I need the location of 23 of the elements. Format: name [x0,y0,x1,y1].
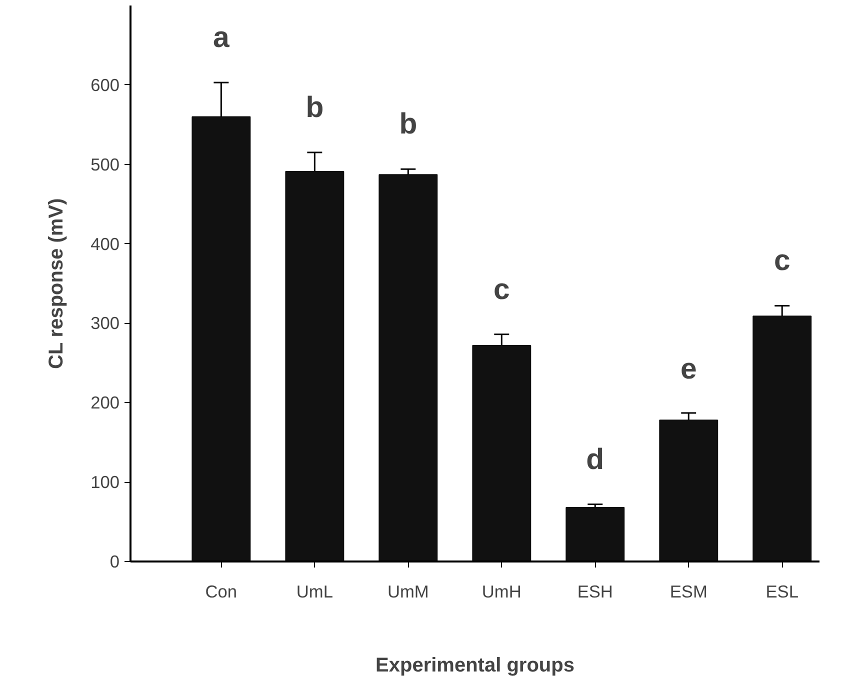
y-axis-title: CL response (mV) [46,198,68,370]
x-tick-label: ESH [577,582,613,602]
x-axis-title: Experimental groups [376,654,574,676]
x-tick-label: UmH [482,582,522,602]
y-tick-label: 0 [110,552,120,572]
x-tick-label: UmM [387,582,429,602]
annotation: b [399,108,418,141]
y-tick-label: 600 [90,74,120,95]
x-tick-label: ESL [766,582,799,602]
y-tick-label: 300 [90,313,120,334]
annotation: c [493,272,510,306]
annotation: e [680,352,697,386]
y-tick-label: 500 [90,154,120,174]
annotation: c [774,244,790,278]
x-tick-label: ESM [670,582,708,602]
y-tick-label: 400 [90,234,120,254]
y-tick-label: 200 [90,392,120,413]
annotation: a [213,21,230,54]
annotation: d [586,442,604,476]
annotation: b [306,90,324,124]
x-tick-label: UmL [296,582,334,602]
y-tick-label: 100 [90,472,120,492]
x-tick-label: Con [205,582,238,602]
